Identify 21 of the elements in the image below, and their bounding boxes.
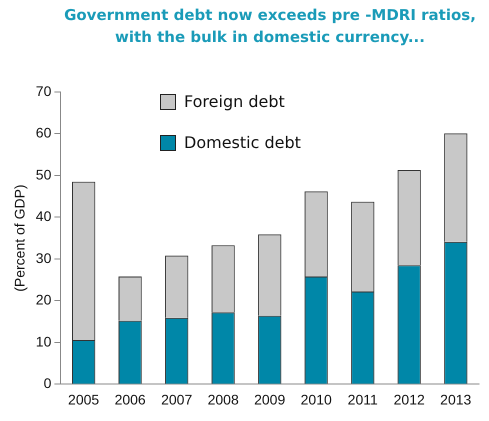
- x-tick-label: 2006: [114, 391, 146, 408]
- y-axis-title: (Percent of GDP): [11, 184, 28, 292]
- y-tick-label: 10: [36, 333, 52, 350]
- y-tick-label: 40: [36, 208, 52, 224]
- x-tick-label: 2012: [394, 391, 426, 408]
- x-tick-label: 2007: [161, 391, 192, 408]
- y-tick-label: 20: [36, 292, 52, 308]
- x-tick-label: 2008: [208, 391, 239, 408]
- x-tick-label: 2010: [300, 391, 332, 408]
- x-tick-label: 2009: [254, 391, 286, 408]
- x-tick-label: 2013: [440, 391, 472, 408]
- legend-label: Domestic debt: [184, 133, 301, 152]
- y-tick-label: 50: [36, 166, 52, 182]
- y-tick-label: 0: [44, 375, 52, 392]
- y-tick-label: 60: [36, 124, 52, 141]
- y-tick-label: 70: [36, 82, 52, 99]
- x-tick-label: 2011: [348, 391, 378, 408]
- chart-title: Government debt now exceeds pre -MDRI ratios, with the bulk in domestic currency...: [63, 5, 477, 48]
- legend-label: Foreign debt: [184, 92, 285, 111]
- y-tick-label: 30: [36, 250, 52, 266]
- x-tick-label: 2005: [68, 391, 100, 408]
